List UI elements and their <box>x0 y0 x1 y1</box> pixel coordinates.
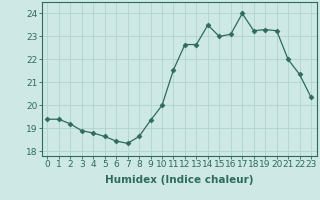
X-axis label: Humidex (Indice chaleur): Humidex (Indice chaleur) <box>105 175 253 185</box>
